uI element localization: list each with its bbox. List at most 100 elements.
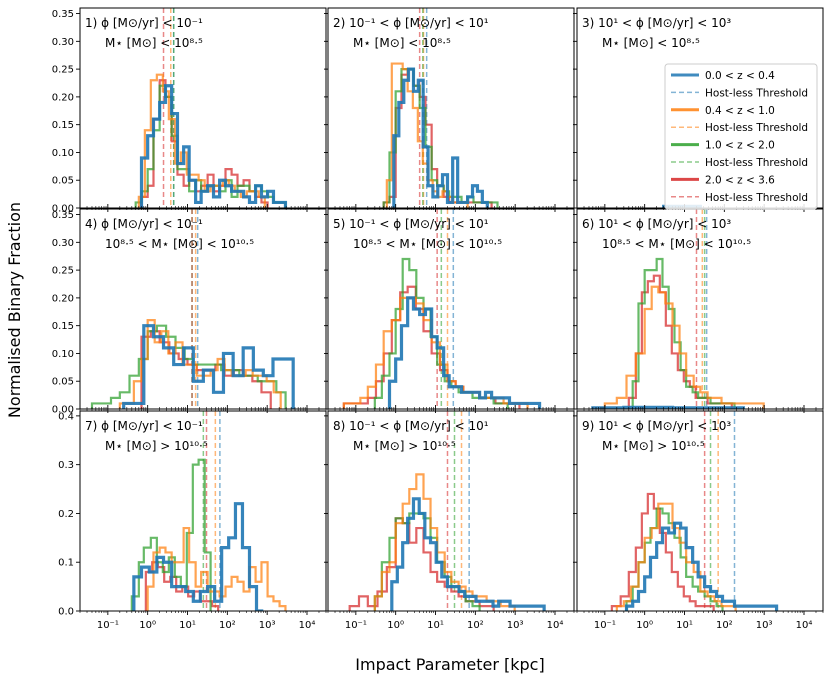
histogram-series-1 [624, 521, 779, 611]
histogram-series-3 [631, 257, 736, 409]
panel-frame [79, 7, 327, 209]
y-tick-label: 0.15 [52, 321, 74, 332]
panel-frame [79, 208, 327, 410]
panel-7-plot [130, 411, 287, 611]
panel-title-line1: 5) 10⁻¹ < ϕ [M⊙/yr] < 10¹ [333, 217, 489, 231]
legend: 0.0 < z < 0.4 Host-less Threshold 0.4 < z … [664, 63, 818, 210]
panel-title-line1: 1) ϕ [M⊙/yr] < 10⁻¹ [85, 16, 203, 30]
x-tick-label: 10² [467, 620, 484, 631]
panel-2-plot [382, 8, 499, 208]
x-tick-label: 10⁴ [796, 620, 813, 631]
y-tick-label: 0.00 [52, 405, 74, 416]
histogram-series-4 [627, 274, 733, 409]
panel-title-line1: 2) 10⁻¹ < ϕ [M⊙/yr] < 10¹ [333, 16, 489, 30]
x-tick-label: 10¹ [179, 620, 196, 631]
panel-frame [79, 410, 327, 612]
histogram-series-1 [122, 324, 295, 409]
legend-label: 0.4 < z < 1.0 [705, 105, 775, 117]
panel-4-plot [90, 209, 295, 409]
y-tick-label: 0.30 [52, 238, 74, 249]
y-tick-label: 0.25 [52, 266, 74, 277]
panel-frame [327, 7, 575, 209]
panel-title-line2: M⋆ [M⊙] < 10⁸·⁵ [353, 36, 451, 50]
panel-title-line1: 8) 10⁻¹ < ϕ [M⊙/yr] < 10¹ [333, 419, 489, 433]
y-tick-label: 0.30 [52, 37, 74, 48]
legend-box [664, 63, 818, 210]
y-tick-label: 0.05 [52, 377, 74, 388]
panel-9: 10⁻¹ 10⁰ 10¹ 10² 10³ 10⁴ 9) 10¹ < ϕ [M⊙/yr] < … [573, 410, 824, 631]
legend-label: Host-less Threshold [705, 192, 808, 204]
x-axis-label: Impact Parameter [kpc] [355, 655, 544, 674]
panel-title-line2: M⋆ [M⊙] < 10⁸·⁵ [602, 36, 700, 50]
histogram-series-1 [139, 84, 288, 208]
x-tick-label: 10⁻¹ [594, 620, 616, 631]
x-tick-label: 10³ [756, 620, 773, 631]
histogram-series-3 [90, 324, 287, 409]
y-tick-label: 0.3 [58, 460, 74, 471]
panel-title-line2: M⋆ [M⊙] > 10¹⁰·⁵ [353, 439, 456, 453]
panel-5-plot [342, 209, 542, 409]
x-tick-label: 10⁴ [299, 620, 316, 631]
x-tick-label: 10⁴ [547, 620, 564, 631]
y-tick-label: 0.35 [52, 9, 74, 20]
y-tick-label: 0.4 [58, 411, 74, 422]
legend-label: Host-less Threshold [705, 122, 808, 134]
x-tick-label: 10⁻¹ [345, 620, 367, 631]
panel-frame [576, 410, 824, 612]
panel-4: 0.00 0.05 0.10 0.15 0.20 0.25 0.30 0.35 4) ϕ [M⊙… [52, 208, 327, 416]
y-tick-label: 0.35 [52, 210, 74, 221]
x-tick-label: 10⁻¹ [97, 620, 119, 631]
panel-title-line1: 9) 10¹ < ϕ [M⊙/yr] < 10³ [582, 419, 731, 433]
panel-title-line2: M⋆ [M⊙] < 10⁸·⁵ [105, 36, 203, 50]
panel-title-line2: 10⁸·⁵ < M⋆ [M⊙] < 10¹⁰·⁵ [105, 237, 254, 251]
panel-title-line2: M⋆ [M⊙] > 10¹⁰·⁵ [105, 439, 208, 453]
histogram-series-2 [603, 285, 765, 409]
y-axis-label: Normalised Binary Fraction [5, 202, 24, 418]
x-tick-label: 10⁰ [139, 620, 156, 631]
histogram-series-2 [118, 319, 282, 409]
y-tick-label: 0.0 [58, 607, 74, 618]
histogram-series-2 [146, 526, 287, 611]
panel-9-plot [610, 411, 779, 611]
panel-title-line1: 7) ϕ [M⊙/yr] < 10⁻¹ [85, 419, 203, 433]
y-tick-label: 0.00 [52, 204, 74, 215]
x-tick-label: 10² [219, 620, 236, 631]
y-tick-label: 0.1 [58, 558, 74, 569]
panel-frame [327, 410, 575, 612]
y-tick-label: 0.05 [52, 176, 74, 187]
panel-title-line1: 4) ϕ [M⊙/yr] < 10⁻¹ [85, 217, 203, 231]
x-tick-label: 10⁰ [387, 620, 404, 631]
histogram-series-3 [382, 68, 499, 208]
x-tick-label: 10³ [507, 620, 524, 631]
histogram-series-1 [387, 296, 542, 409]
y-tick-label: 0.2 [58, 509, 74, 520]
histogram-series-1 [132, 502, 264, 611]
panel-5: 5) 10⁻¹ < ϕ [M⊙/yr] < 10¹ 10⁸·⁵ < M⋆ [M⊙]… [324, 208, 575, 413]
panel-1: 0.00 0.05 0.10 0.15 0.20 0.25 0.30 0.35 1) ϕ [M⊙… [52, 7, 327, 215]
legend-label: 2.0 < z < 3.6 [705, 174, 775, 186]
panel-7: 10⁻¹ 10⁰ 10¹ 10² 10³ 10⁴ 0.0 0.1 0.2 0.3 0.4 7) ϕ [… [58, 410, 327, 631]
panel-title-line1: 3) 10¹ < ϕ [M⊙/yr] < 10³ [582, 16, 731, 30]
legend-label: 1.0 < z < 2.0 [705, 140, 775, 152]
panel-6: 6) 10¹ < ϕ [M⊙/yr] < 10³ 10⁸·⁵ < M⋆ [M⊙] … [573, 208, 824, 413]
panel-title-line2: M⋆ [M⊙] > 10¹⁰·⁵ [602, 439, 705, 453]
histogram-series-1 [392, 67, 489, 208]
y-tick-label: 0.15 [52, 120, 74, 131]
legend-label: Host-less Threshold [705, 87, 808, 99]
x-tick-label: 10³ [259, 620, 276, 631]
y-tick-label: 0.25 [52, 65, 74, 76]
panels-group: 0.00 0.05 0.10 0.15 0.20 0.25 0.30 0.35 1) ϕ [M⊙… [52, 7, 824, 631]
x-tick-label: 10² [716, 620, 733, 631]
panel-6-plot [591, 209, 765, 409]
legend-label: Host-less Threshold [705, 157, 808, 169]
legend-label: 0.0 < z < 0.4 [705, 70, 775, 82]
x-tick-label: 10¹ [427, 620, 444, 631]
histogram-series-1 [390, 497, 546, 611]
y-tick-label: 0.20 [52, 92, 74, 103]
panel-8-plot [348, 411, 546, 611]
histogram-series-3 [130, 458, 212, 611]
histogram-series-2 [373, 473, 516, 611]
x-tick-label: 10⁰ [636, 620, 653, 631]
panel-2: 2) 10⁻¹ < ϕ [M⊙/yr] < 10¹ M⋆ [M⊙] < 10⁸·⁵ [324, 7, 575, 212]
